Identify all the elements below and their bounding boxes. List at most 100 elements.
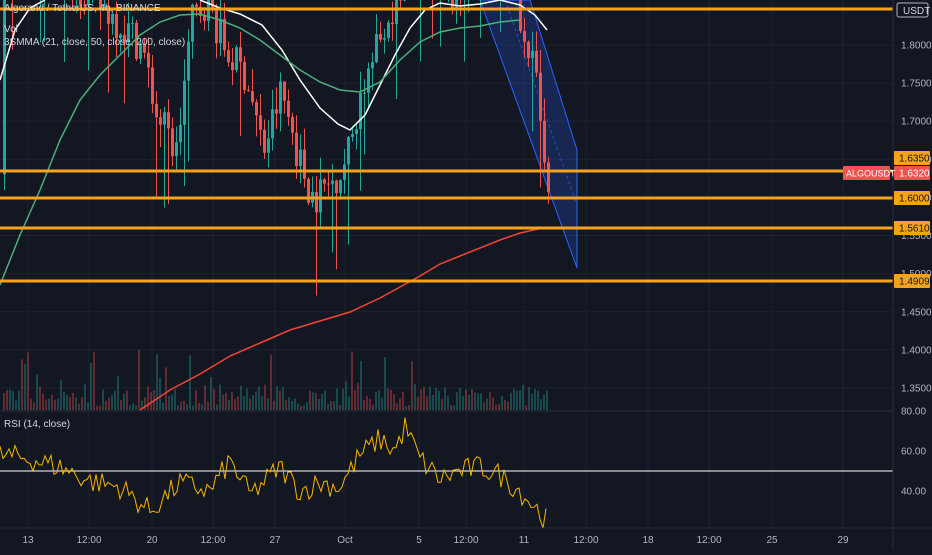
candle-body: [243, 61, 246, 91]
candle-body: [127, 23, 130, 42]
candle-body: [223, 18, 226, 51]
ma-label: 3SMMA (21, close, 50, close, 200, close): [4, 37, 186, 48]
current-price-tag: [894, 166, 930, 180]
volume-bar: [111, 395, 113, 410]
volume-bar: [408, 405, 410, 410]
volume-bar: [42, 393, 44, 410]
level-price-label: 1.5610: [899, 224, 930, 235]
candle-body: [103, 6, 106, 8]
volume-bar: [510, 392, 512, 410]
volume-bar: [12, 390, 14, 410]
ma-mid-line: [0, 13, 521, 286]
candle-body: [455, 0, 458, 10]
y-tick-label: 1.7500: [901, 79, 932, 90]
x-tick-label: 20: [146, 535, 158, 546]
candle-body: [327, 183, 330, 185]
volume-bar: [180, 401, 182, 410]
symbol-title: Algorand / TetherUS, 4h, BINANCE: [4, 3, 161, 14]
volume-bar: [135, 405, 137, 410]
candle-body: [163, 112, 166, 125]
candle-body: [219, 18, 222, 44]
volume-bar: [18, 390, 20, 410]
candle-body: [3, 0, 6, 175]
volume-bar: [420, 389, 422, 410]
candle-body: [183, 80, 186, 125]
volume-bar: [504, 399, 506, 410]
candle-body: [99, 0, 102, 8]
ma-fast-line: [199, 0, 548, 131]
volume-bar: [348, 396, 350, 410]
volume-bar: [210, 376, 212, 410]
candle-body: [527, 41, 530, 59]
level-price-label: 1.6000: [899, 194, 930, 205]
x-tick-label: 29: [837, 535, 849, 546]
candle-body: [271, 109, 274, 139]
rsi-line: [0, 417, 547, 529]
ma-fast-line: [0, 0, 46, 81]
candle-body: [255, 102, 258, 116]
volume-bar: [336, 388, 338, 410]
candle-body: [291, 116, 294, 133]
volume-bar: [183, 400, 185, 410]
volume-bar: [150, 392, 152, 410]
volume-bar: [543, 394, 545, 410]
volume-bar: [396, 403, 398, 410]
rsi-tick-label: 60.00: [901, 447, 926, 458]
currency-box[interactable]: [896, 2, 929, 18]
volume-bar: [363, 399, 365, 410]
volume-bar: [213, 388, 215, 410]
volume-bar: [345, 381, 347, 410]
candle-body: [179, 124, 182, 143]
candle-body: [323, 179, 326, 184]
volume-bar: [270, 354, 272, 410]
candle-body: [123, 34, 126, 42]
volume-bar: [528, 387, 530, 410]
volume-bar: [534, 388, 536, 410]
volume-bar: [312, 392, 314, 410]
volume-bar: [30, 398, 32, 410]
rsi-layer: [0, 410, 932, 529]
volume-bar: [507, 401, 509, 410]
volume-bar: [495, 404, 497, 410]
volume-bar: [126, 390, 128, 410]
y-tick-label: 1.4000: [901, 345, 932, 356]
volume-bar: [393, 394, 395, 410]
current-price-label: 1.6320: [899, 169, 930, 180]
x-tick-label: 12:00: [76, 535, 101, 546]
candle-body: [119, 34, 122, 39]
volume-bar: [87, 402, 89, 410]
volume-bar: [138, 349, 140, 410]
volume-bar: [228, 400, 230, 410]
candle-body: [395, 0, 398, 25]
volume-bar: [426, 395, 428, 410]
volume-bar: [450, 405, 452, 410]
volume-bar: [45, 399, 47, 410]
volume-bar: [123, 393, 125, 410]
volume-bar: [444, 387, 446, 410]
volume-bar: [195, 390, 197, 410]
volume-bar: [531, 393, 533, 410]
volume-bar: [159, 377, 161, 410]
volume-bar: [165, 367, 167, 410]
candle-body: [543, 120, 546, 163]
volume-bar: [489, 391, 491, 410]
volume-bar: [333, 401, 335, 410]
volume-bar: [60, 380, 62, 410]
volume-bar: [105, 400, 107, 410]
level-layer: [0, 7, 893, 283]
candle-body: [203, 15, 206, 21]
x-tick-label: 27: [269, 535, 281, 546]
grid-layer: [0, 0, 893, 530]
rsi-tick-label: 80.00: [901, 407, 926, 418]
volume-bar: [63, 392, 65, 410]
volume-bar: [537, 390, 539, 410]
volume-bar: [78, 403, 80, 410]
x-tick-label: 18: [642, 535, 654, 546]
candle-body: [391, 22, 394, 25]
y-tick-label: 1.4500: [901, 307, 932, 318]
rsi-label: RSI (14, close): [4, 419, 71, 430]
candle-body: [111, 13, 114, 24]
vol-label: Vol: [4, 24, 18, 35]
